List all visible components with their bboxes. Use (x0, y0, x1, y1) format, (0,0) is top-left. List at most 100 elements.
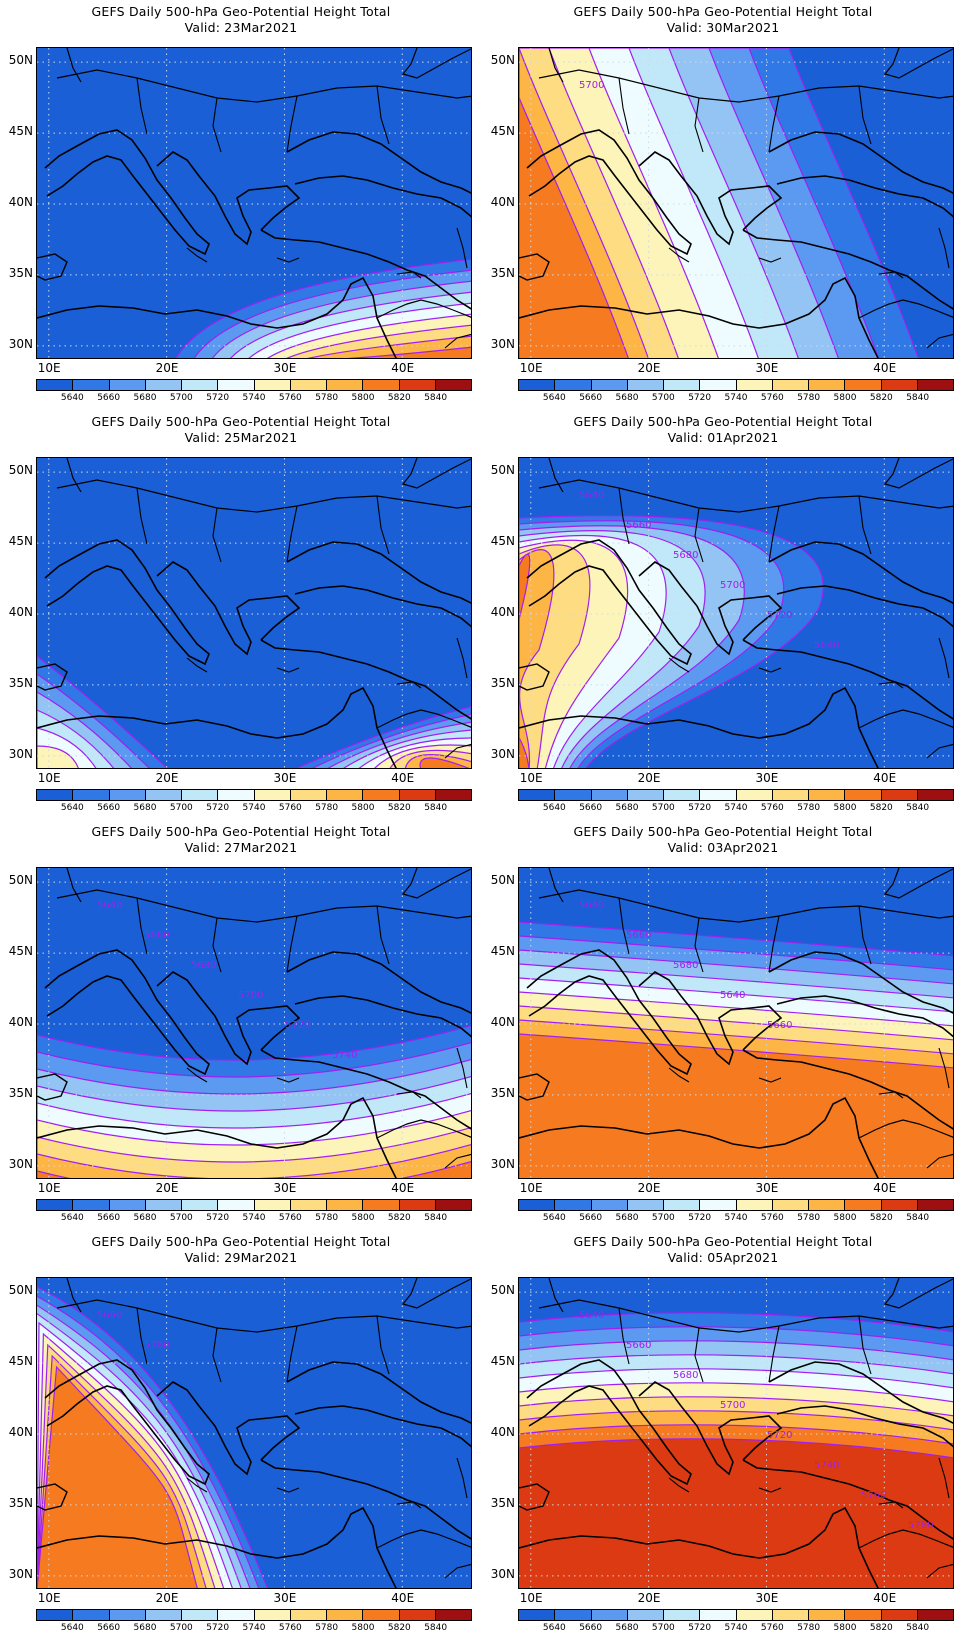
colorbar-swatch (845, 1200, 882, 1210)
colorbar-label: 5840 (424, 803, 448, 813)
colorbar-label: 5720 (206, 1213, 230, 1223)
latitude-label: 40N (490, 605, 515, 619)
longitude-label: 40E (873, 1181, 897, 1195)
colorbar-swatch (363, 1610, 400, 1620)
colorbar-labels: 5640 5660 5680 5700 5720 5740 5760 5780 5800 5820… (518, 803, 954, 815)
colorbar-labels: 5640 5660 5680 5700 5720 5740 5760 5780 5800 5820… (518, 393, 954, 405)
colorbar-label: 5820 (869, 1213, 893, 1223)
colorbar-swatch (736, 1200, 773, 1210)
title-line: GEFS Daily 500-hPa Geo-Potential Height … (573, 1234, 873, 1249)
colorbar-label: 5740 (724, 393, 748, 403)
colorbar-labels: 5640 5660 5680 5700 5720 5740 5760 5780 5800 5820… (36, 1213, 472, 1225)
colorbar-swatch (399, 1610, 436, 1620)
latitude-label: 35N (490, 1085, 515, 1100)
colorbar-label: 5680 (133, 803, 157, 813)
longitude-label: 20E (637, 1181, 661, 1195)
colorbar-swatch (73, 790, 110, 800)
longitude-label: 30E (755, 771, 779, 785)
colorbar-label: 5680 (133, 393, 157, 403)
longitude-label: 10E (519, 1181, 543, 1195)
latitude-label: 30N (8, 1566, 33, 1581)
latitude-label: 40N (8, 1015, 33, 1029)
colorbar-swatch (327, 1200, 364, 1210)
colorbar-label: 5740 (242, 393, 266, 403)
latitude-label: 35N (490, 675, 515, 690)
colorbar-label: 5660 (97, 393, 121, 403)
colorbar-label: 5660 (579, 393, 603, 403)
colorbar-swatch (399, 790, 436, 800)
map-panel: GEFS Daily 500-hPa Geo-Potential Height … (0, 0, 482, 410)
colorbar-swatch (555, 1200, 592, 1210)
map-area: 5640 5660 5680 5640 5660 (518, 867, 954, 1179)
colorbar-swatch (700, 790, 737, 800)
longitude-label: 40E (873, 361, 897, 375)
colorbar-label: 5820 (869, 803, 893, 813)
contour-label: 5740 (814, 1460, 839, 1471)
colorbar-label: 5660 (579, 1213, 603, 1223)
contour-label: 5660 (626, 930, 651, 941)
longitude-label: 40E (391, 1181, 415, 1195)
colorbar-label: 5780 (315, 803, 339, 813)
panel-title: GEFS Daily 500-hPa Geo-Potential Height … (0, 414, 482, 446)
colorbar-swatch (519, 380, 556, 390)
colorbar-swatch (254, 1610, 291, 1620)
colorbar-swatch (254, 1200, 291, 1210)
colorbar-label: 5840 (424, 393, 448, 403)
latitude-label: 30N (490, 1566, 515, 1581)
contour-label: 5720 (767, 610, 792, 621)
colorbar-label: 5640 (60, 1213, 84, 1223)
colorbar-label: 5800 (351, 803, 375, 813)
colorbar-swatch (664, 1610, 701, 1620)
colorbar-label: 5760 (278, 1213, 302, 1223)
colorbar-swatch (664, 380, 701, 390)
colorbar-swatch (809, 1610, 846, 1620)
longitude-label: 20E (637, 1591, 661, 1605)
longitude-label: 10E (37, 1591, 61, 1605)
colorbar-label: 5820 (869, 393, 893, 403)
colorbar-labels: 5640 5660 5680 5700 5720 5740 5760 5780 5800 5820… (518, 1213, 954, 1225)
colorbar-swatch (435, 1610, 471, 1620)
colorbar-swatch (290, 1200, 327, 1210)
colorbar-swatch (809, 1200, 846, 1210)
colorbar-swatch (519, 790, 556, 800)
colorbar-label: 5760 (278, 1623, 302, 1633)
latitude-label: 45N (8, 124, 33, 139)
latitude-label: 30N (490, 336, 515, 351)
longitude-label: 40E (391, 361, 415, 375)
title-line: GEFS Daily 500-hPa Geo-Potential Height … (573, 414, 873, 429)
height-contour-band (519, 1033, 953, 1178)
colorbar-swatch (917, 380, 953, 390)
colorbar-swatch (254, 790, 291, 800)
panel-title: GEFS Daily 500-hPa Geo-Potential Height … (482, 414, 964, 446)
colorbar-swatch (435, 790, 471, 800)
colorbar-swatch (917, 1200, 953, 1210)
contour-label: 5640 (720, 990, 745, 1001)
title-line: GEFS Daily 500-hPa Geo-Potential Height … (91, 414, 391, 429)
colorbar-label: 5680 (615, 1213, 639, 1223)
latitude-label: 45N (8, 534, 33, 549)
longitude-label: 30E (273, 361, 297, 375)
colorbar (36, 1609, 472, 1621)
contour-label: 5640 (814, 640, 839, 651)
map-area: 5700 (518, 47, 954, 359)
contour-label: 5660 (144, 930, 169, 941)
colorbar (36, 379, 472, 391)
colorbar-label: 5780 (797, 1213, 821, 1223)
longitude-label: 10E (37, 1181, 61, 1195)
colorbar-label: 5660 (579, 803, 603, 813)
colorbar-swatch (182, 380, 219, 390)
colorbar-swatch (917, 790, 953, 800)
colorbar-label: 5640 (542, 393, 566, 403)
contour-label: 5660 (767, 1020, 792, 1031)
longitude-label: 10E (519, 1591, 543, 1605)
colorbar-label: 5820 (387, 1213, 411, 1223)
colorbar-swatch (399, 380, 436, 390)
panel-title: GEFS Daily 500-hPa Geo-Potential Height … (0, 824, 482, 856)
map-panel: GEFS Daily 500-hPa Geo-Potential Height … (0, 1230, 482, 1640)
colorbar-swatch (145, 1610, 182, 1620)
colorbar-label: 5840 (906, 393, 930, 403)
latitude-label: 40N (490, 1425, 515, 1439)
contour-label: 5700 (720, 580, 745, 591)
latitude-label: 30N (8, 336, 33, 351)
latitude-label: 45N (490, 534, 515, 549)
